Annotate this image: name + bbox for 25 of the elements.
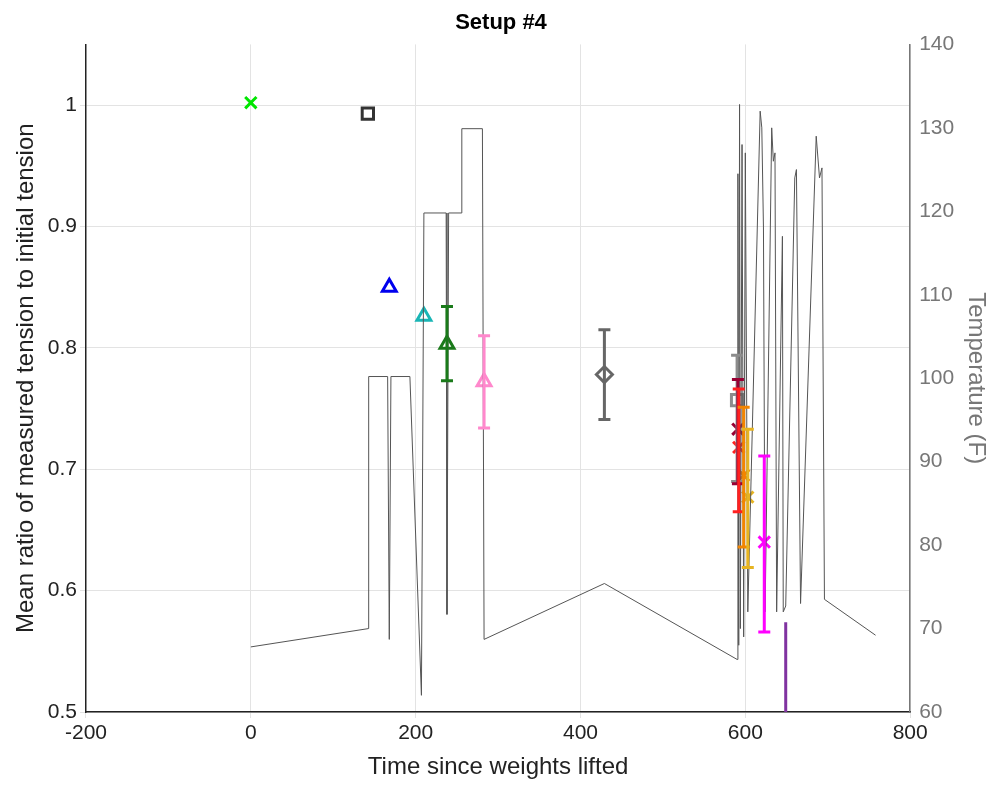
y2-tick-label: 70 (919, 615, 943, 639)
chart-title: Setup #4 (455, 9, 548, 35)
x-tick-label: 800 (892, 720, 928, 744)
x-tick-label: 400 (562, 720, 599, 744)
y2-tick-label: 100 (919, 365, 955, 388)
y-tick-label: 0.7 (47, 456, 77, 480)
y-tick-label: 0.6 (47, 577, 77, 601)
x-tick-label: 200 (398, 720, 434, 744)
y-tick-label: 0.8 (47, 334, 77, 358)
y-tick-label: 0.9 (47, 213, 77, 237)
y-tick-label: 0.5 (47, 698, 77, 722)
y-axis-title: Mean ratio of measured tension to initial tension (11, 123, 39, 634)
x-tick-label: -200 (64, 720, 108, 744)
y2-tick-label: 140 (919, 31, 955, 55)
y-tick-label: 1 (65, 91, 77, 115)
y2-axis-title: Temperature (F) (963, 292, 991, 465)
y2-tick-label: 110 (919, 281, 953, 305)
y2-tick-label: 80 (919, 531, 943, 555)
x-tick-label: 0 (244, 720, 257, 744)
x-axis-title: Time since weights lifted (367, 752, 629, 780)
y2-tick-label: 130 (919, 114, 955, 138)
y2-tick-label: 120 (919, 198, 955, 222)
y2-tick-label: 60 (919, 698, 943, 722)
y2-tick-label: 90 (919, 448, 943, 472)
x-tick-label: 600 (727, 720, 763, 744)
